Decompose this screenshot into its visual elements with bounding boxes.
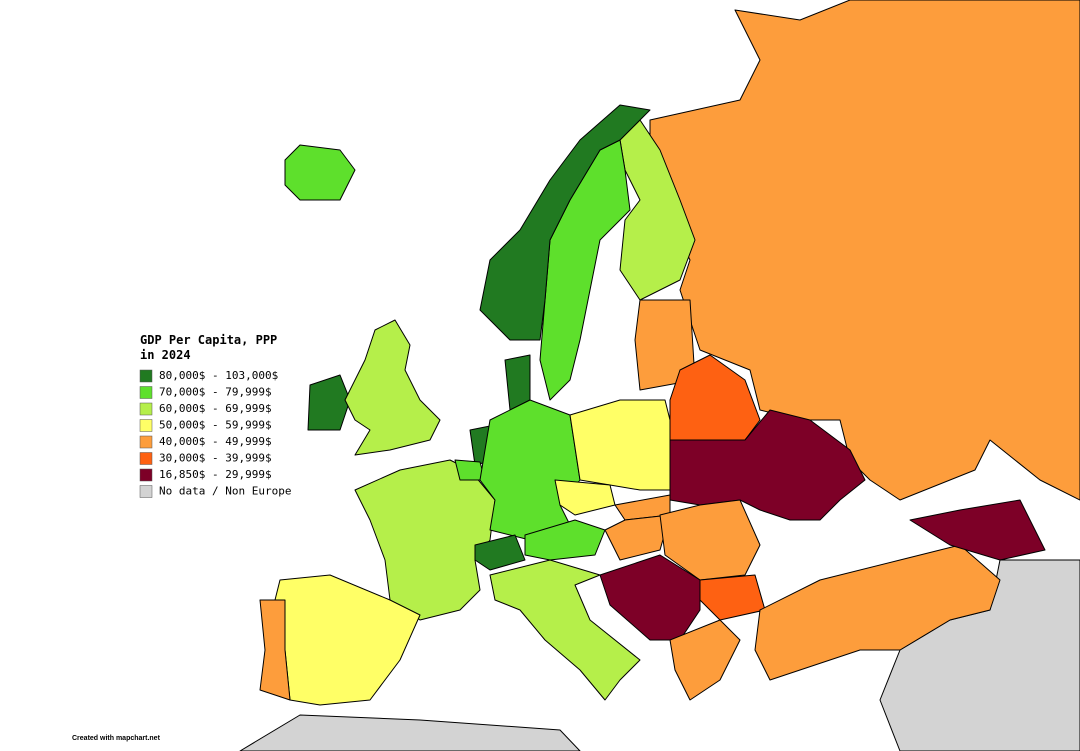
- country: [474, 534, 526, 571]
- country: [909, 499, 1046, 561]
- legend-label: 40,000$ - 49,999$: [159, 435, 272, 448]
- country: [634, 299, 696, 391]
- title-line: in 2024: [140, 348, 191, 362]
- legend-label: 30,000$ - 39,999$: [159, 452, 272, 465]
- country: [669, 354, 761, 441]
- legend-swatch: [139, 419, 153, 432]
- legend-label: 80,000$ - 103,000$: [159, 369, 278, 382]
- legend-swatch: [139, 435, 153, 449]
- legend-title: GDP Per Capita, PPP in 2024: [140, 333, 277, 362]
- country: [699, 574, 766, 621]
- country: [554, 479, 616, 516]
- country: [599, 554, 701, 641]
- country: [649, 0, 1080, 501]
- country: [284, 144, 356, 201]
- regions: [239, 0, 1080, 751]
- country: [604, 514, 671, 561]
- credit: Created with mapchart.net: [72, 735, 161, 742]
- legend-swatch: [139, 386, 153, 399]
- country: [354, 459, 496, 621]
- legend-label: No data / Non Europe: [159, 485, 291, 498]
- country: [669, 619, 741, 701]
- legend-swatch: [139, 402, 153, 416]
- country: [307, 374, 351, 431]
- legend-swatch: [139, 485, 153, 498]
- country: [754, 544, 1001, 681]
- legend-label: 70,000$ - 79,999$: [159, 386, 272, 399]
- title-line: GDP Per Capita, PPP: [140, 333, 277, 347]
- country: [659, 499, 761, 581]
- legend-swatch: [139, 452, 153, 465]
- country: [479, 399, 581, 541]
- country: [619, 119, 696, 301]
- non-europe: [239, 714, 581, 751]
- country: [344, 319, 441, 456]
- legend-swatch: [139, 468, 153, 482]
- country: [569, 399, 681, 491]
- country: [524, 519, 606, 561]
- legend-label: 60,000$ - 69,999$: [159, 402, 272, 415]
- country: [479, 104, 651, 341]
- legend-label: 16,850$ - 29,999$: [159, 468, 272, 481]
- legend-swatch: [139, 369, 153, 383]
- legend: 80,000$ - 103,000$ 70,000$ - 79,999$ 60,00…: [139, 369, 291, 498]
- country: [259, 599, 291, 701]
- legend-label: 50,000$ - 59,999$: [159, 419, 272, 432]
